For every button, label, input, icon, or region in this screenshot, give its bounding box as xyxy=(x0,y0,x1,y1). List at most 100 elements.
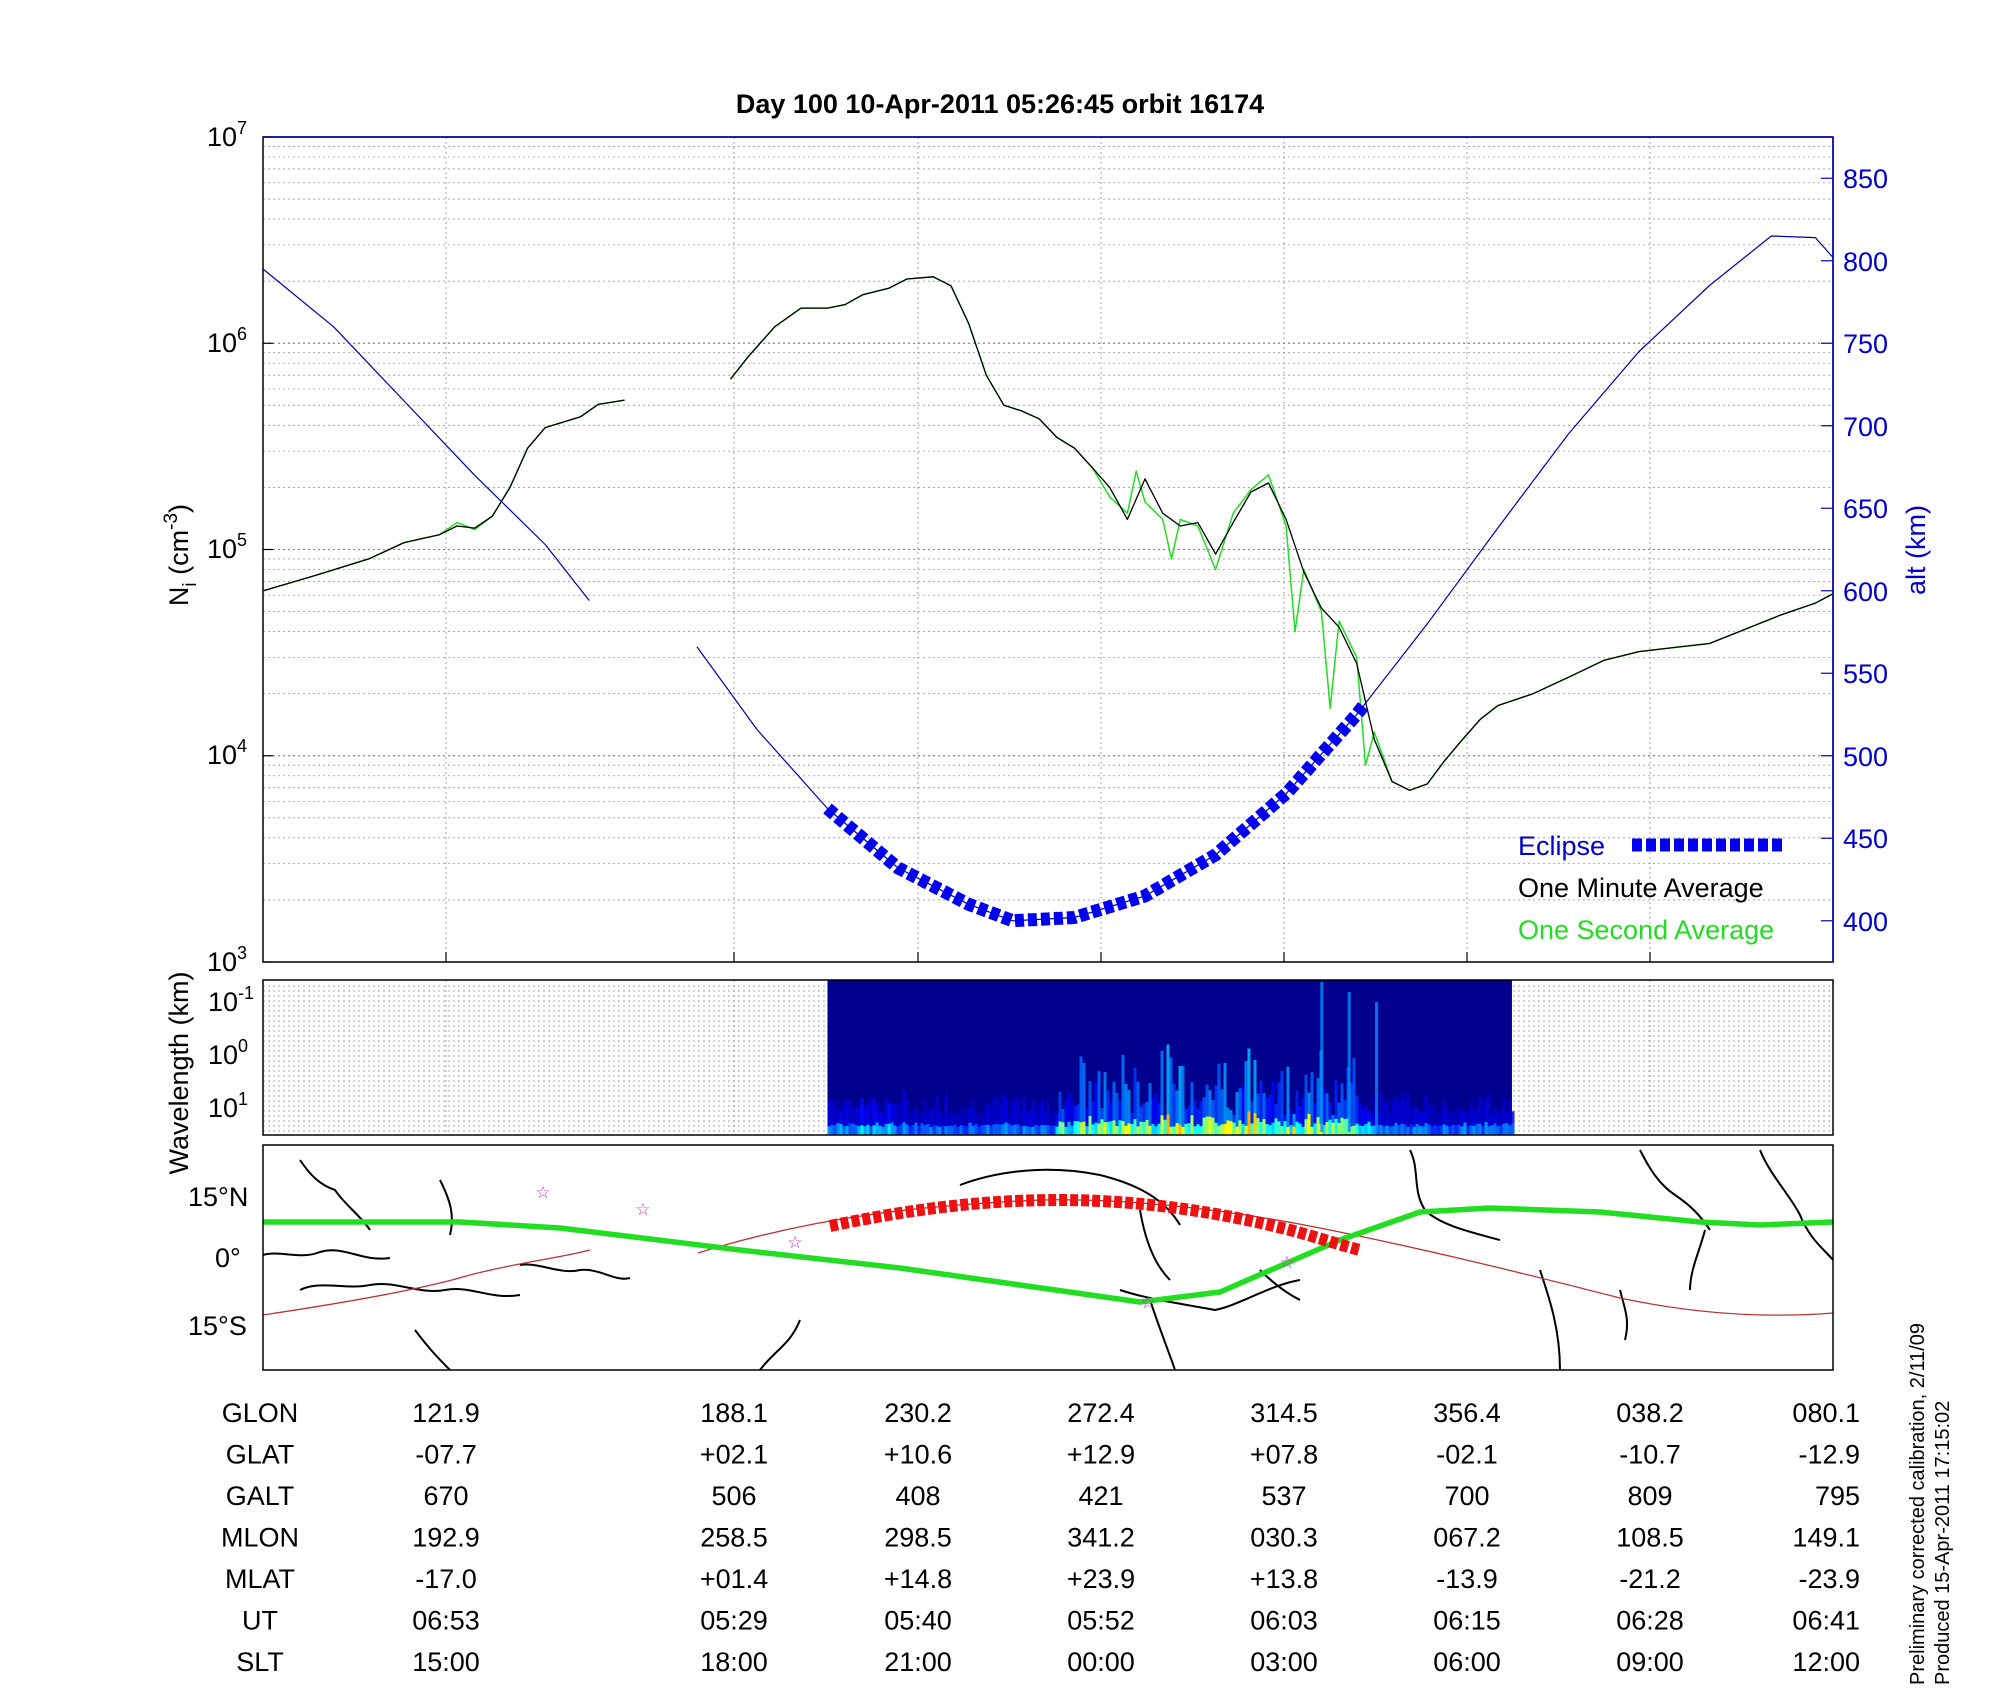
spectrogram-column xyxy=(950,1113,954,1135)
spectrogram-column xyxy=(899,1103,903,1135)
spectrogram-column-bright xyxy=(1121,1121,1125,1135)
spectrogram-column xyxy=(953,1110,957,1135)
table-cell: 06:15 xyxy=(1433,1606,1501,1636)
coastline xyxy=(519,1263,631,1280)
orbit-parameter-table: GLON 121.9 188.1 230.2 272.4 314.5 356.4 038.2 0… xyxy=(221,1398,1860,1677)
legend-eclipse-label: Eclipse xyxy=(1518,831,1605,861)
spectrogram-column-bright xyxy=(1448,1126,1452,1135)
spectrogram-column-bright xyxy=(965,1126,969,1135)
spectrogram-image xyxy=(827,980,1515,1135)
table-cell: 272.4 xyxy=(1067,1398,1135,1428)
spectrogram-column xyxy=(1445,1106,1449,1135)
spectrogram-column xyxy=(1385,1101,1389,1135)
spectrogram-column-bright xyxy=(1427,1124,1431,1135)
spectrogram-column-bright xyxy=(1385,1125,1389,1135)
table-cell: +10.6 xyxy=(884,1440,952,1470)
spectrogram-column xyxy=(1070,1100,1074,1135)
spectrogram-column xyxy=(1265,1097,1269,1135)
spectrogram-column xyxy=(1052,1108,1056,1135)
legend-minute-label: One Minute Average xyxy=(1518,873,1764,903)
spectrogram-column-bright xyxy=(1358,1125,1362,1135)
spectrogram-column-bright xyxy=(899,1124,903,1135)
spectrogram-column-bright xyxy=(1298,1123,1302,1135)
spectrogram-column xyxy=(1361,1109,1365,1135)
spectrogram-column-bright xyxy=(1139,1121,1143,1135)
spectrogram-column-bright xyxy=(1268,1125,1272,1135)
spectrogram-column xyxy=(1340,1083,1344,1135)
table-cell: 188.1 xyxy=(700,1398,768,1428)
spectrogram-column-bright xyxy=(1265,1124,1269,1135)
left-axis-ticks: 103 104 105 106 107 xyxy=(207,118,247,977)
spectrogram-column xyxy=(854,1106,858,1135)
table-row-label: SLT xyxy=(236,1647,284,1677)
spectrogram-streak xyxy=(1375,1002,1379,1132)
spectrogram-column-bright xyxy=(1088,1115,1092,1135)
spectrogram-column-bright xyxy=(1469,1125,1473,1135)
spectrogram-column xyxy=(1403,1099,1407,1135)
spectrogram-column-bright xyxy=(1352,1125,1356,1135)
spectrogram-column xyxy=(1094,1082,1098,1135)
coastline xyxy=(1689,1229,1706,1291)
spectrogram-column xyxy=(908,1111,912,1135)
left-tick-label: 107 xyxy=(207,118,247,152)
spectrogram-column xyxy=(1343,1100,1347,1135)
spectrogram-column xyxy=(1028,1108,1032,1135)
spectrogram-column xyxy=(878,1110,882,1135)
calibration-note: Preliminary corrected calibration, 2/11/… xyxy=(1907,1323,1929,1685)
coastline xyxy=(1639,1149,1711,1231)
spectrogram-column-bright xyxy=(1247,1111,1251,1135)
spectrogram-column xyxy=(1382,1102,1386,1135)
table-cell: 670 xyxy=(423,1481,468,1511)
spectrogram-column-bright xyxy=(1316,1117,1320,1135)
spectrogram-column-bright xyxy=(1484,1122,1488,1135)
spectrogram-column-bright xyxy=(908,1126,912,1135)
spectrogram-column-bright xyxy=(827,1126,831,1135)
spectrogram-column-bright xyxy=(1325,1122,1329,1135)
spectrogram-column-bright xyxy=(851,1123,855,1135)
coastline xyxy=(439,1179,453,1236)
spectrogram-column-bright xyxy=(926,1124,930,1135)
spectrogram-column-bright xyxy=(1400,1123,1404,1135)
spectrogram-column-bright xyxy=(1115,1126,1119,1135)
table-cell: 03:00 xyxy=(1250,1647,1318,1677)
spectrogram-column-bright xyxy=(1421,1126,1425,1135)
coastline xyxy=(299,1159,371,1231)
spectrogram-column-bright xyxy=(872,1125,876,1135)
coastline xyxy=(1119,1279,1301,1312)
spectrogram-column-bright xyxy=(1034,1124,1038,1135)
spectrogram-column-bright xyxy=(836,1123,840,1135)
spectrogram-column xyxy=(1253,1059,1257,1135)
spectrogram-column xyxy=(1424,1095,1428,1135)
spectrogram-column-bright xyxy=(923,1124,927,1135)
spectrogram-column xyxy=(1469,1101,1473,1135)
spectrogram-column-bright xyxy=(1190,1115,1194,1135)
spectrogram-column-bright xyxy=(1010,1125,1014,1135)
table-cell: 230.2 xyxy=(884,1398,952,1428)
latitude-tick-label: 15°S xyxy=(188,1311,247,1341)
spectrogram-column-bright xyxy=(1223,1124,1227,1135)
spectrogram-column xyxy=(1484,1098,1488,1135)
spectrogram-column xyxy=(968,1107,972,1135)
spectrogram-column-bright xyxy=(1475,1123,1479,1135)
spectrogram-column-bright xyxy=(1340,1117,1344,1135)
spectrogram-column xyxy=(1466,1109,1470,1135)
spectrogram-column xyxy=(1487,1094,1491,1135)
spectrogram-column-bright xyxy=(1463,1122,1467,1135)
spectrogram-column-bright xyxy=(1343,1118,1347,1135)
spectrogram-column xyxy=(1370,1112,1374,1135)
ion-density-panel: 103 104 105 106 107 400 450 500 550 600 … xyxy=(161,118,1931,977)
spectrogram-column xyxy=(1109,1101,1113,1135)
spectrogram-column xyxy=(1304,1074,1308,1135)
spectrogram-column-bright xyxy=(1313,1123,1317,1135)
spectrogram-column xyxy=(959,1113,963,1135)
table-cell: 421 xyxy=(1078,1481,1123,1511)
spectrogram-column xyxy=(1352,1058,1356,1135)
spectrogram-column-bright xyxy=(848,1123,852,1135)
spectrogram-column-bright xyxy=(1205,1116,1209,1135)
spectrogram-column-bright xyxy=(1037,1126,1041,1135)
spectrogram-column-bright xyxy=(1439,1125,1443,1135)
spectrogram-column-bright xyxy=(1175,1123,1179,1135)
spectrogram-column xyxy=(1061,1108,1065,1135)
spectrogram-column xyxy=(1166,1044,1170,1135)
spectrogram-column xyxy=(1328,1102,1332,1135)
